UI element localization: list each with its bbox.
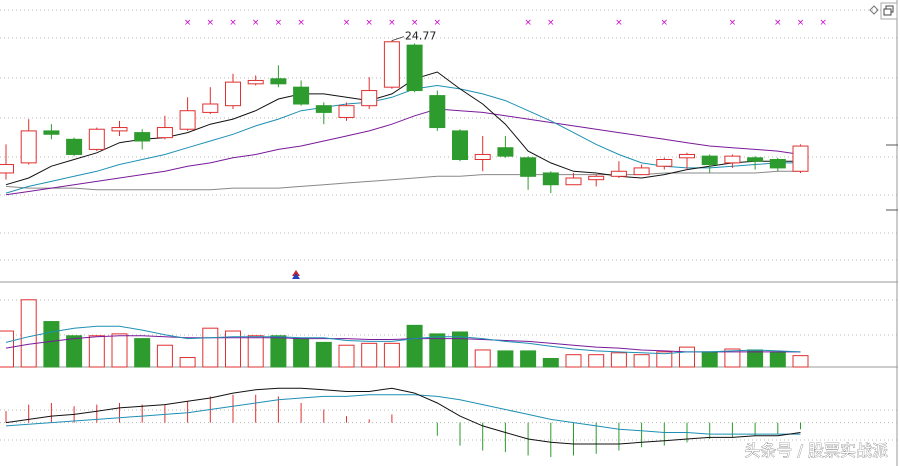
- volume-bar: [157, 345, 172, 367]
- signal-marker: ×: [297, 18, 305, 28]
- volume-bar: [248, 336, 263, 367]
- volume-bar: [89, 336, 104, 367]
- volume-bar: [271, 336, 286, 367]
- candle-down: [770, 160, 785, 168]
- candle-up: [0, 165, 14, 173]
- candle-down: [44, 131, 59, 134]
- volume-bar: [611, 353, 626, 367]
- volume-bar: [770, 352, 785, 367]
- signal-marker: ×: [819, 18, 827, 28]
- candle-up: [226, 82, 241, 106]
- signal-marker: ×: [434, 18, 442, 28]
- signal-marker: ×: [411, 18, 419, 28]
- volume-bar: [294, 339, 309, 367]
- volume-bar: [793, 356, 808, 367]
- candle-up: [657, 160, 672, 167]
- signal-marker: ×: [729, 18, 737, 28]
- candle-up: [180, 111, 195, 129]
- candle-up: [634, 168, 649, 175]
- max-price-label: 24.77: [405, 30, 437, 43]
- signal-marker: ×: [229, 18, 237, 28]
- volume-bar: [543, 358, 558, 367]
- signal-marker: ×: [524, 18, 532, 28]
- volume-bar: [475, 350, 490, 367]
- volume-bar: [702, 352, 717, 367]
- candle-down: [316, 106, 331, 113]
- candle-up: [157, 128, 172, 138]
- candle-up: [384, 42, 399, 87]
- candle-up: [89, 129, 104, 149]
- signal-marker: ×: [365, 18, 373, 28]
- candle-up: [725, 156, 740, 163]
- candle-up: [680, 154, 695, 157]
- volume-bar: [748, 350, 763, 367]
- candle-up: [611, 171, 626, 176]
- watermark: 头条号 / 股票实战派: [744, 441, 888, 460]
- candle-up: [589, 176, 604, 179]
- volume-bar: [316, 342, 331, 367]
- volume-bar: [498, 351, 513, 367]
- candle-down: [430, 96, 445, 128]
- volume-bar: [21, 300, 36, 367]
- candle-down: [453, 131, 468, 160]
- volume-bar: [0, 331, 14, 367]
- candle-up: [112, 128, 127, 131]
- candle-up: [793, 146, 808, 171]
- candle-down: [748, 158, 763, 161]
- candle-up: [339, 106, 354, 118]
- volume-bar: [521, 351, 536, 367]
- candle-up: [203, 104, 218, 112]
- volume-bar: [362, 343, 377, 367]
- candle-up: [475, 154, 490, 159]
- volume-bar: [180, 358, 195, 367]
- signal-marker: ×: [343, 18, 351, 28]
- candle-down: [271, 79, 286, 84]
- volume-bar: [203, 328, 218, 367]
- candle-down: [498, 148, 513, 156]
- signal-marker: ×: [184, 18, 192, 28]
- candle-down: [135, 133, 150, 141]
- candle-down: [67, 139, 82, 154]
- candle-up: [21, 131, 36, 163]
- candle-up: [362, 91, 377, 106]
- volume-bar: [407, 325, 422, 367]
- volume-bar: [339, 345, 354, 367]
- candle-down: [294, 87, 309, 104]
- volume-bar: [566, 355, 581, 367]
- volume-bar: [44, 322, 59, 367]
- candle-down: [521, 158, 536, 177]
- candle-up: [566, 178, 581, 185]
- candle-down: [702, 156, 717, 164]
- volume-bar: [135, 339, 150, 367]
- signal-marker: ×: [388, 18, 396, 28]
- volume-bar: [112, 334, 127, 367]
- signal-marker: ×: [774, 18, 782, 28]
- volume-bar: [680, 347, 695, 367]
- candle-down: [407, 45, 422, 90]
- volume-bar: [634, 355, 649, 367]
- signal-marker: ×: [207, 18, 215, 28]
- volume-bar: [589, 355, 604, 367]
- signal-marker: ×: [797, 18, 805, 28]
- signal-marker: ×: [661, 18, 669, 28]
- signal-marker: ×: [252, 18, 260, 28]
- signal-marker: ×: [275, 18, 283, 28]
- restore-icon[interactable]: [881, 3, 897, 19]
- volume-bar: [67, 336, 82, 367]
- candle-up: [248, 80, 263, 83]
- candle-down: [543, 173, 558, 185]
- signal-marker: ×: [547, 18, 555, 28]
- signal-marker: ×: [615, 18, 623, 28]
- volume-bar: [384, 343, 399, 367]
